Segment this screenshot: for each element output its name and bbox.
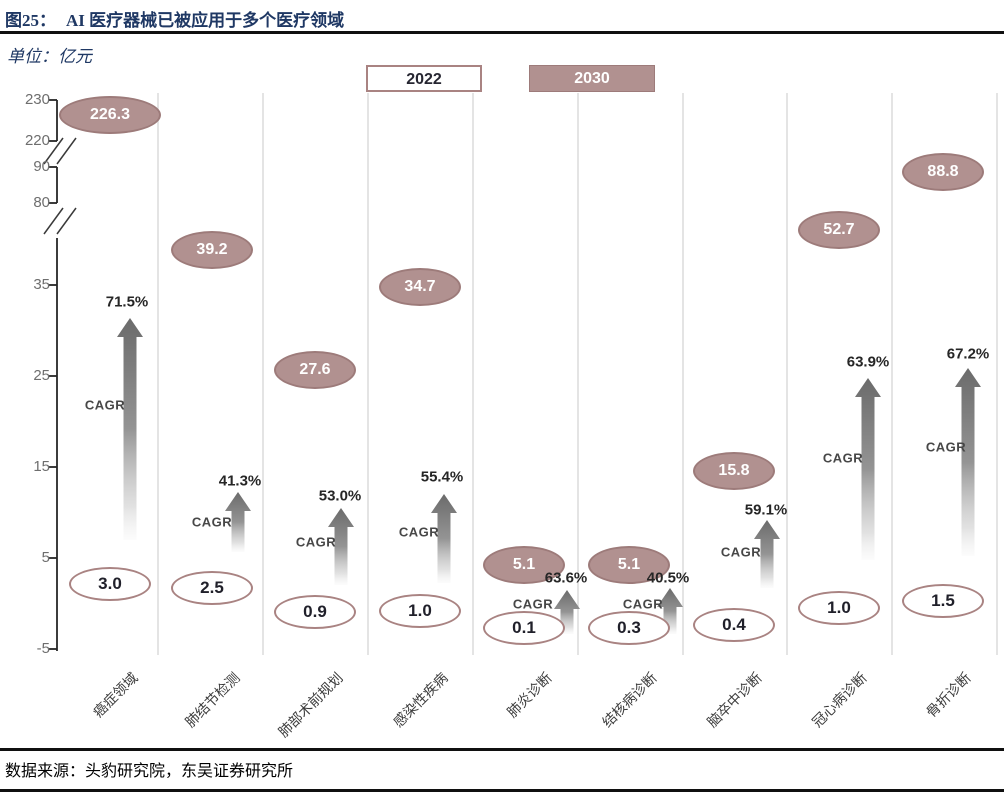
bubble-2022: 0.4 [693, 608, 775, 642]
chart-canvas [43, 93, 998, 655]
cagr-arrow [855, 378, 881, 560]
chart-area: -5 5 15 25 35 80 90 220 230 226.3 3.0 71.5% CAGR 癌症领域… [24, 91, 998, 740]
bubble-2030: 27.6 [274, 351, 356, 389]
cagr-value: 53.0% [318, 487, 362, 505]
figure-number: 图25： [5, 11, 56, 30]
bubble-2022: 0.1 [483, 611, 565, 645]
figure-title: 图25： AI 医疗器械已被应用于多个医疗领域 [5, 6, 344, 31]
cagr-arrow [431, 494, 457, 583]
cagr-arrows [117, 318, 981, 634]
cagr-label: CAGR [822, 450, 864, 466]
cagr-value: 63.9% [846, 353, 890, 371]
y-tick-label: 230 [24, 91, 50, 108]
cagr-label: CAGR [84, 397, 126, 413]
break-slash [56, 207, 77, 235]
cagr-value: 55.4% [420, 468, 464, 486]
y-tick-label: 5 [41, 549, 50, 566]
bubble-2022: 1.0 [798, 591, 880, 625]
cagr-label: CAGR [720, 544, 762, 560]
break-slash [43, 137, 64, 165]
bubble-2030: 5.1 [483, 546, 565, 584]
bubble-2030: 5.1 [588, 546, 670, 584]
y-tick-label: 15 [33, 458, 50, 475]
bubble-2030: 226.3 [59, 96, 161, 134]
cagr-label: CAGR [622, 596, 664, 612]
bubble-2022: 3.0 [69, 567, 151, 601]
cagr-label: CAGR [295, 534, 337, 550]
bubble-2022: 2.5 [171, 571, 253, 605]
cagr-value: 40.5% [646, 569, 690, 587]
y-axis [49, 99, 58, 651]
y-tick-label: -5 [36, 640, 50, 657]
cagr-label: CAGR [398, 524, 440, 540]
bubble-2030: 34.7 [379, 268, 461, 306]
cagr-arrow [328, 508, 354, 585]
bubble-2022: 0.9 [274, 595, 356, 629]
bubble-2030: 39.2 [171, 231, 253, 269]
gridlines [157, 93, 998, 655]
y-tick-label: 25 [33, 367, 50, 384]
bubble-2030: 88.8 [902, 153, 984, 191]
bubble-2022: 1.5 [902, 584, 984, 618]
cagr-label: CAGR [925, 439, 967, 455]
y-tick-label: 35 [33, 276, 50, 293]
bubble-2022: 0.3 [588, 611, 670, 645]
break-slash [43, 207, 64, 235]
cagr-label: CAGR [512, 596, 554, 612]
cagr-value: 59.1% [744, 501, 788, 519]
cagr-value: 71.5% [105, 293, 149, 311]
cagr-label: CAGR [191, 514, 233, 530]
y-tick-label: 220 [24, 132, 50, 149]
data-source: 数据来源：头豹研究院，东吴证券研究所 [5, 763, 294, 780]
cagr-arrow [117, 318, 143, 540]
cagr-value: 41.3% [218, 472, 262, 490]
break-slash [56, 137, 77, 165]
legend-item-2030: 2030 [529, 65, 655, 92]
footer-divider-bottom [0, 789, 1004, 792]
figure-title-text: AI 医疗器械已被应用于多个医疗领域 [66, 11, 345, 30]
cagr-arrow [225, 492, 251, 552]
legend-item-2022: 2022 [366, 65, 482, 92]
footer-divider-top [0, 748, 1004, 751]
unit-label: 单位：亿元 [7, 47, 92, 66]
axis-break-marks [43, 137, 77, 235]
bubble-2022: 1.0 [379, 594, 461, 628]
y-tick-label: 80 [33, 194, 50, 211]
bubble-2030: 52.7 [798, 211, 880, 249]
cagr-value: 67.2% [946, 345, 990, 363]
cagr-value: 63.6% [544, 569, 588, 587]
bubble-2030: 15.8 [693, 452, 775, 490]
cagr-arrow [754, 520, 780, 588]
cagr-arrow [955, 368, 981, 556]
y-tick-label: 90 [33, 158, 50, 175]
title-divider [0, 31, 1004, 34]
